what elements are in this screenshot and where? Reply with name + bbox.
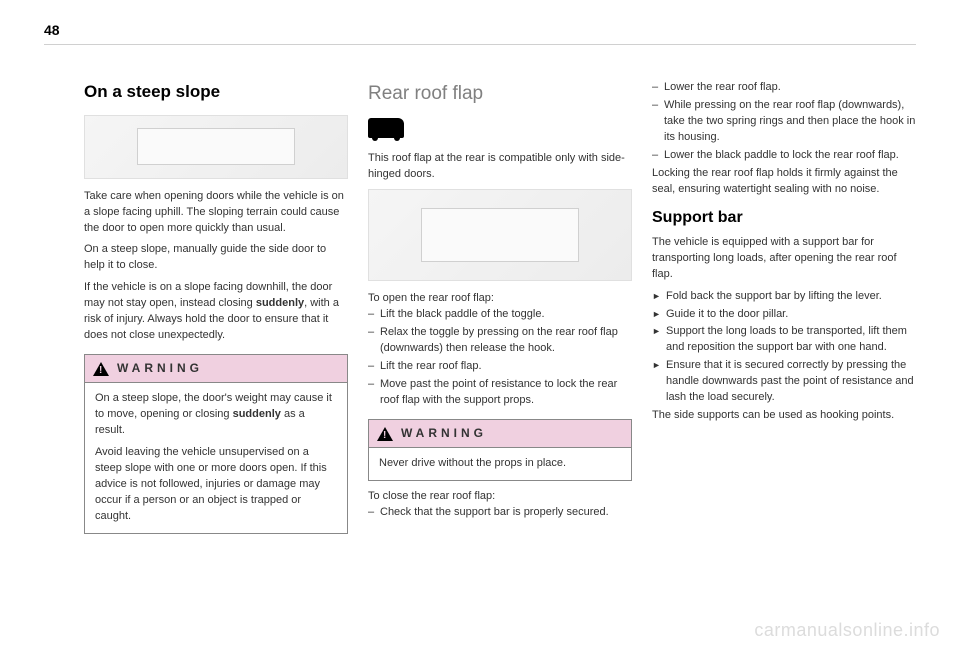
body-text: To close the rear roof flap: — [368, 489, 632, 505]
list-item: Guide it to the door pillar. — [652, 307, 916, 323]
header-divider — [44, 44, 916, 45]
body-text: If the vehicle is on a slope facing down… — [84, 280, 348, 344]
body-text: Locking the rear roof flap holds it firm… — [652, 166, 916, 198]
column-3: Lower the rear roof flap. While pressing… — [652, 80, 916, 629]
warning-body: Never drive without the props in place. — [369, 448, 631, 480]
body-text: To open the rear roof flap: — [368, 291, 632, 307]
content-columns: On a steep slope Take care when opening … — [84, 80, 916, 629]
body-text: Take care when opening doors while the v… — [84, 189, 348, 237]
warning-body: On a steep slope, the door's weight may … — [85, 383, 347, 533]
list-item: Check that the support bar is properly s… — [368, 505, 632, 521]
illustration-placeholder — [421, 208, 578, 262]
watermark: carmanualsonline.info — [754, 620, 940, 641]
body-text: The vehicle is equipped with a support b… — [652, 235, 916, 283]
list-item: Fold back the support bar by lifting the… — [652, 289, 916, 305]
column-2: Rear roof flap This roof flap at the rea… — [368, 80, 632, 629]
column-1: On a steep slope Take care when opening … — [84, 80, 348, 629]
list-item: Lower the black paddle to lock the rear … — [652, 148, 916, 164]
list-item: Ensure that it is secured correctly by p… — [652, 358, 916, 406]
warning-header: WARNING — [369, 420, 631, 448]
text-bold: suddenly — [256, 297, 304, 309]
list-item: Lower the rear roof flap. — [652, 80, 916, 96]
warning-header: WARNING — [85, 355, 347, 383]
warning-label: WARNING — [401, 425, 487, 442]
list-item: Lift the rear roof flap. — [368, 359, 632, 375]
list-item: Relax the toggle by pressing on the rear… — [368, 325, 632, 357]
list-item: Support the long loads to be transported… — [652, 324, 916, 356]
list-item: Lift the black paddle of the toggle. — [368, 307, 632, 323]
list-item: Move past the point of resistance to loc… — [368, 377, 632, 409]
body-text: On a steep slope, manually guide the sid… — [84, 242, 348, 274]
list-item: While pressing on the rear roof flap (do… — [652, 98, 916, 146]
page-number: 48 — [44, 22, 60, 38]
warning-box: WARNING Never drive without the props in… — [368, 419, 632, 481]
heading-rear-roof-flap: Rear roof flap — [368, 80, 632, 108]
vehicle-type-icon — [368, 118, 404, 138]
heading-support-bar: Support bar — [652, 206, 916, 229]
warning-triangle-icon — [377, 427, 393, 441]
warning-triangle-icon — [93, 362, 109, 376]
text-bold: suddenly — [233, 408, 281, 420]
illustration-roof-flap — [368, 189, 632, 281]
warning-box: WARNING On a steep slope, the door's wei… — [84, 354, 348, 534]
illustration-side-door-slope — [84, 115, 348, 179]
heading-steep-slope: On a steep slope — [84, 80, 348, 105]
body-text: Avoid leaving the vehicle unsupervised o… — [95, 445, 337, 525]
body-text: This roof flap at the rear is compatible… — [368, 151, 632, 183]
illustration-placeholder — [137, 128, 294, 165]
body-text: On a steep slope, the door's weight may … — [95, 391, 337, 439]
warning-label: WARNING — [117, 360, 203, 377]
body-text: The side supports can be used as hooking… — [652, 408, 916, 424]
